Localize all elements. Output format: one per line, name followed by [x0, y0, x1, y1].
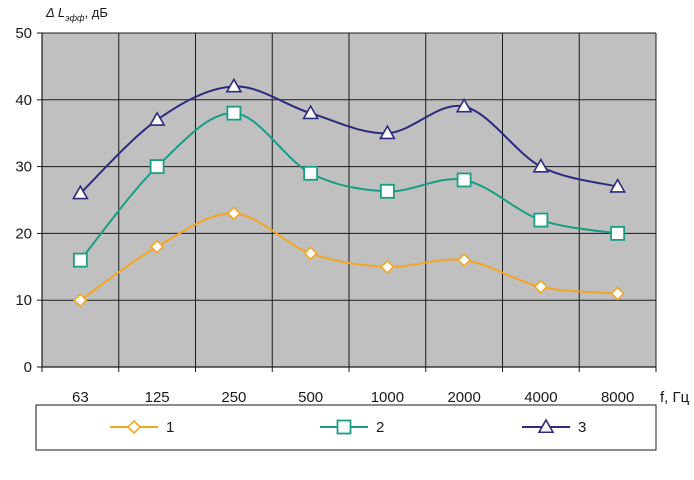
x-tick-label: 250 [221, 389, 246, 406]
data-point-diamond [380, 259, 395, 274]
y-axis-label-subscript: эфф [65, 13, 85, 23]
data-point-diamond [73, 293, 88, 308]
y-tick-label: 50 [15, 25, 32, 42]
legend-marker-diamond [126, 419, 142, 435]
data-point-triangle [225, 77, 243, 93]
data-point-diamond [303, 246, 318, 261]
y-tick-label: 30 [15, 159, 32, 176]
legend-label: 2 [376, 419, 384, 436]
data-point-triangle [302, 104, 320, 120]
y-axis-label-unit: , дБ [85, 5, 108, 20]
series-2 [72, 105, 626, 268]
data-point-square [226, 105, 242, 121]
data-point-square [72, 252, 88, 268]
data-point-diamond [226, 206, 242, 221]
y-tick-label: 20 [15, 225, 32, 242]
legend-marker-triangle [537, 418, 555, 434]
legend-entry-3: 3 [522, 418, 586, 436]
y-axis-label: Δ Lэфф, дБ [45, 5, 108, 23]
y-tick-labels: 0 10 20 30 40 50 [15, 25, 32, 376]
data-point-triangle [378, 124, 396, 140]
x-axis-label: f, Гц [660, 389, 690, 406]
x-tick-label: 125 [145, 389, 170, 406]
axes [37, 32, 657, 372]
legend-label: 3 [578, 419, 586, 436]
data-point-square [610, 225, 626, 241]
data-point-triangle [609, 178, 627, 193]
legend-entry-1: 1 [110, 419, 174, 436]
gridlines [42, 32, 657, 367]
x-tick-labels: 63 125 250 500 1000 2000 4000 8000 [72, 389, 634, 406]
data-point-diamond [533, 279, 549, 294]
data-point-triangle [148, 111, 166, 126]
series-1 [73, 206, 625, 308]
data-point-square [303, 165, 319, 181]
data-point-square [533, 212, 549, 228]
x-tick-label: 4000 [524, 389, 557, 406]
x-tick-label: 63 [72, 389, 89, 406]
series-group [71, 77, 627, 308]
x-tick-label: 1000 [371, 389, 404, 406]
y-tick-label: 0 [24, 359, 32, 376]
data-point-diamond [149, 239, 165, 254]
data-point-square [456, 172, 472, 188]
x-tick-label: 8000 [601, 389, 634, 406]
data-point-triangle [71, 184, 89, 200]
data-point-triangle [532, 157, 550, 173]
x-tick-label: 2000 [447, 389, 480, 406]
legend-label: 1 [166, 419, 174, 436]
legend-marker-square [336, 419, 352, 435]
data-point-diamond [610, 286, 625, 301]
y-tick-label: 10 [15, 292, 32, 309]
y-axis-label-main: Δ L [45, 5, 65, 20]
data-point-triangle [455, 97, 473, 113]
data-point-square [379, 183, 395, 199]
y-tick-label: 40 [15, 92, 32, 109]
legend: 1 2 3 [110, 418, 586, 436]
legend-entry-2: 2 [320, 419, 384, 436]
x-tick-label: 500 [298, 389, 323, 406]
series-3 [71, 77, 627, 200]
data-point-square [149, 159, 165, 175]
data-point-diamond [456, 252, 472, 268]
